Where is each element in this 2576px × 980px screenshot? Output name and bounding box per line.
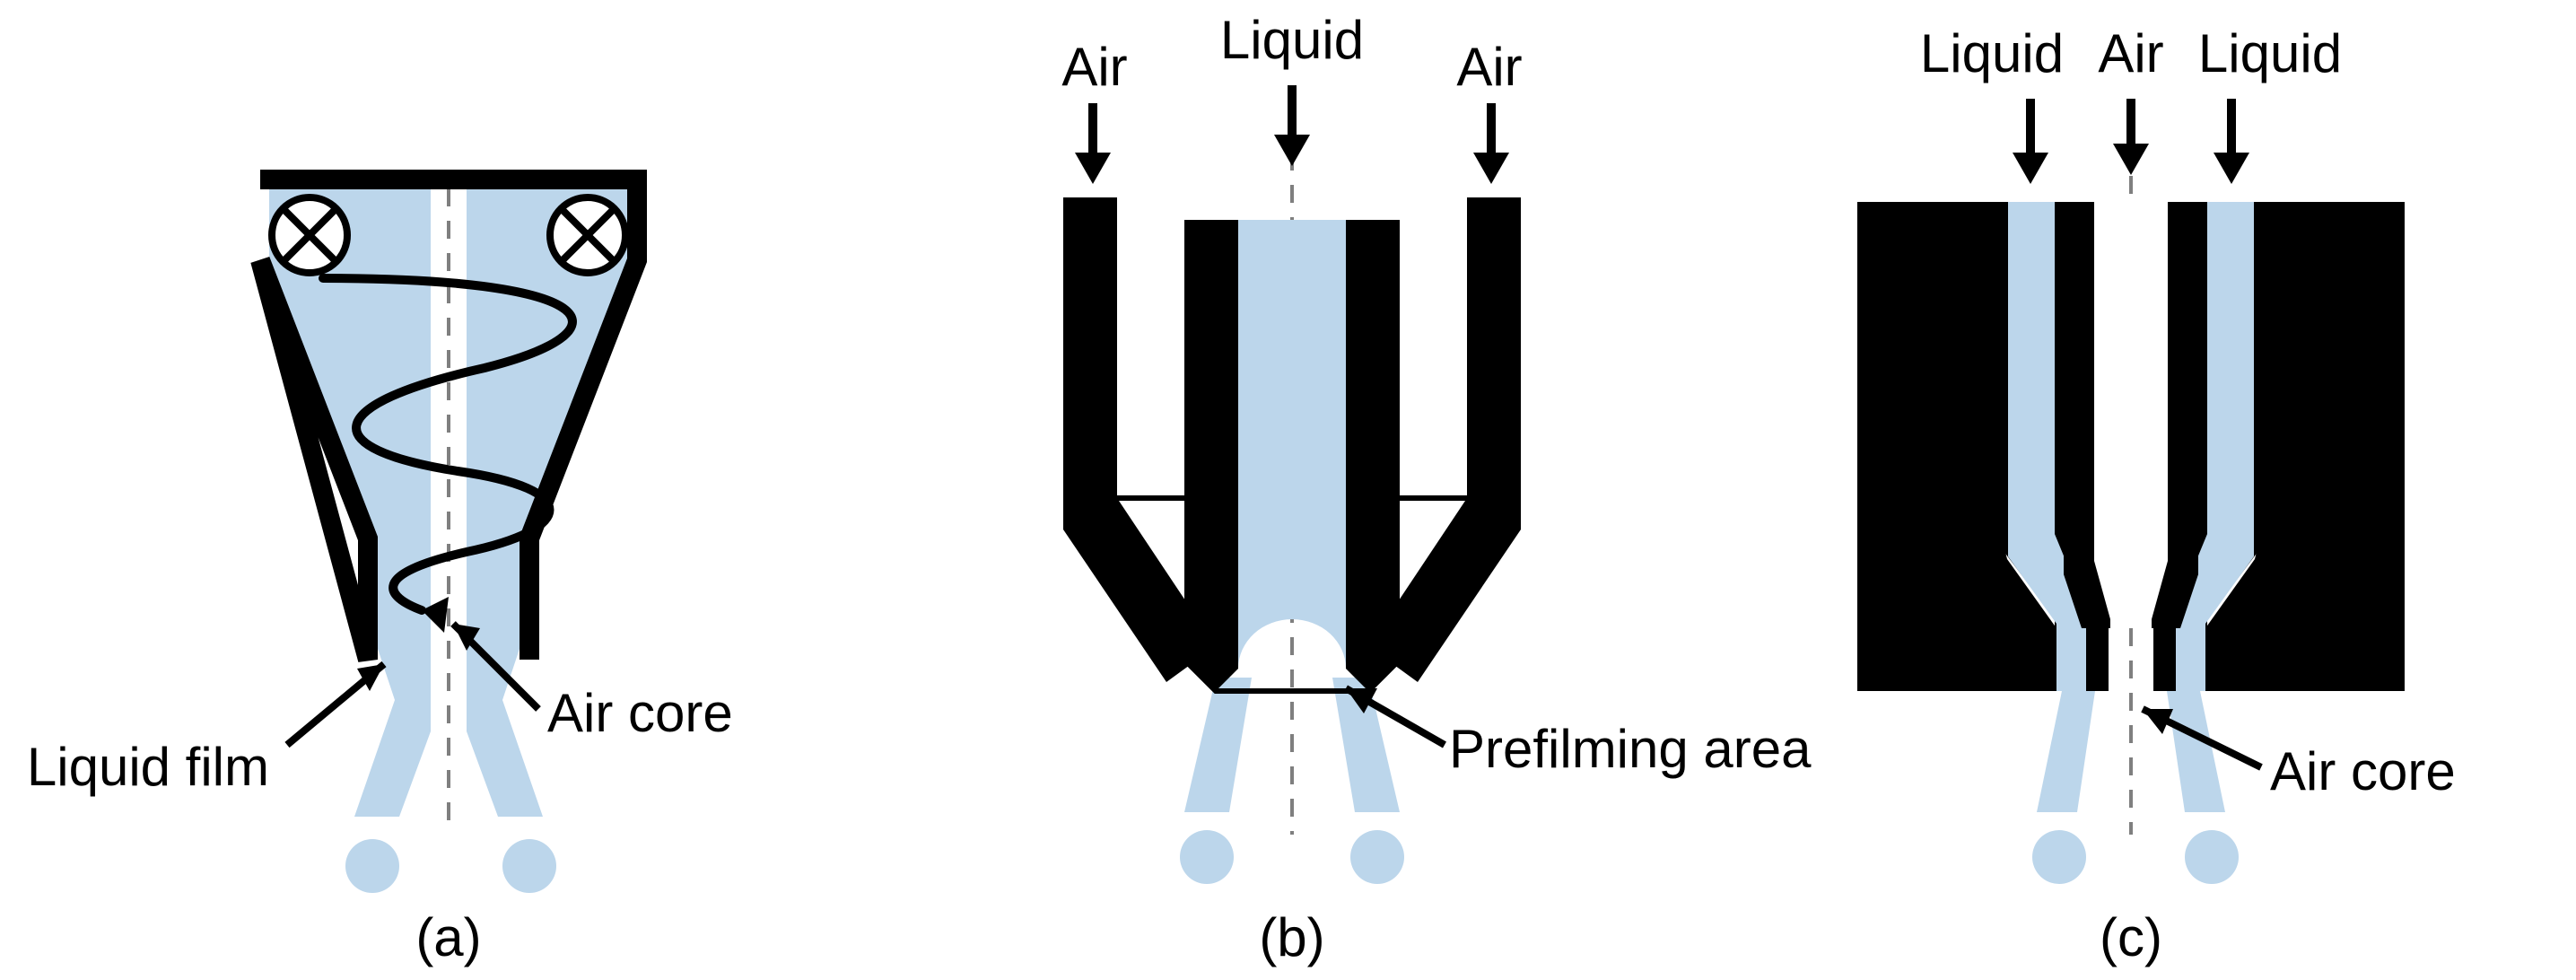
air-label-right: Air [1427, 36, 1552, 98]
liquid-ch-left [2008, 202, 2055, 534]
sheet-right-c [2167, 691, 2225, 812]
inlet-symbol-left [272, 197, 347, 273]
block-left [1857, 202, 2001, 691]
air-core-label-a: Air core [547, 682, 733, 744]
arrow-air-right [1473, 103, 1509, 184]
droplet-right [502, 839, 556, 893]
droplet-b-right [1350, 830, 1404, 884]
inner-post-right [2168, 202, 2198, 561]
liquid-ch-right [2207, 202, 2254, 534]
caption-c: (c) [2077, 906, 2185, 968]
droplet-left [345, 839, 399, 893]
block-right [2261, 202, 2405, 691]
inner-post-left [2064, 202, 2094, 561]
droplet-b-left [1180, 830, 1234, 884]
liquid-label-right-c: Liquid [2180, 22, 2360, 84]
panel-c-svg [1723, 0, 2576, 980]
caption-a: (a) [395, 906, 502, 968]
liquid-label-b: Liquid [1202, 9, 1382, 71]
droplet-c-right [2185, 830, 2239, 884]
caption-b: (b) [1238, 906, 1346, 968]
air-label-left: Air [1032, 36, 1157, 98]
air-core-label-c: Air core [2270, 740, 2456, 802]
droplet-c-left [2032, 830, 2086, 884]
panel-b: Air Liquid Air Prefilming area (b) [861, 0, 1723, 980]
panel-a-svg [0, 0, 861, 980]
arrow-air-c [2113, 99, 2149, 175]
liquid-label-left-c: Liquid [1902, 22, 2082, 84]
panel-b-svg [861, 0, 1723, 980]
arrow-liquid [1274, 85, 1310, 166]
air-label-c: Air [2082, 22, 2180, 84]
liquid-film-label: Liquid film [0, 736, 269, 798]
air-gap [2091, 202, 2171, 615]
arrow-air-left [1075, 103, 1111, 184]
panel-a: Liquid film Air core (a) [0, 0, 861, 980]
arrow-liquid-left [2013, 99, 2048, 184]
panel-c: Liquid Air Liquid Air core (c) [1723, 0, 2576, 980]
arrow-liquid-right [2214, 99, 2249, 184]
liquid-sheet-left [1184, 678, 1252, 812]
sheet-left-c [2037, 691, 2095, 812]
liquid-center [1238, 220, 1346, 669]
inlet-symbol-right [550, 197, 625, 273]
